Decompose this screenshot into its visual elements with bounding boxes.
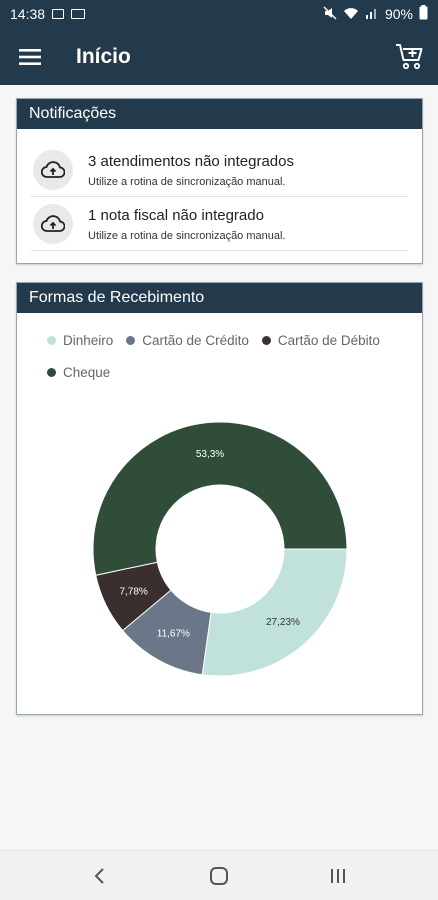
battery-level: 90% [384,6,413,22]
legend-label: Cartão de Débito [277,332,380,348]
legend-label: Cartão de Crédito [142,332,249,348]
donut-slice-0[interactable] [201,548,348,677]
page-title: Início [76,44,131,68]
recents-icon [331,868,346,883]
notification-subtitle: Utilize a rotina de sincronização manual… [88,175,286,188]
receipts-header: Formas de Recebimento [17,283,422,313]
back-chevron-icon [94,867,104,884]
slice-label-1: 11,67% [157,628,190,639]
notifications-header: Notificações [17,99,422,129]
legend-swatch [126,335,136,345]
notification-item[interactable]: 1 nota fiscal não integrado Utilize a ro… [31,197,408,251]
mute-icon [323,6,337,23]
menu-button[interactable] [0,28,60,85]
notification-title: 3 atendimentos não integrados [88,152,294,170]
wifi-icon [343,6,359,23]
cart-add-icon [396,43,423,69]
receipts-card: Formas de Recebimento Dinheiro Cartão de… [16,282,423,715]
cloud-upload-icon [33,203,73,244]
legend-item-cartao-credito[interactable]: Cartão de Crédito [126,331,249,349]
home-icon [209,866,228,885]
legend-swatch [261,335,271,345]
status-bar: 14:38 90% [0,0,438,28]
legend-label: Cheque [63,364,111,380]
gallery-notification-icon [52,9,65,19]
notifications-card: Notificações 3 atendimentos não integrad… [16,98,423,264]
cloud-upload-icon [33,149,73,190]
notification-item[interactable]: 3 atendimentos não integrados Utilize a … [31,143,408,197]
slice-label-0: 27,23% [266,617,300,628]
system-nav-bar [0,850,438,900]
signal-icon [365,6,379,23]
nav-recents-button[interactable] [308,851,368,900]
battery-icon [419,5,428,23]
nav-home-button[interactable] [189,851,249,900]
legend-item-cheque[interactable]: Cheque [47,363,110,381]
app-notification-icon [71,9,86,19]
nav-back-button[interactable] [70,851,130,900]
slice-label-2: 7,78% [119,586,147,597]
donut-chart: 27,23% 11,67% 7,78% 53,3% [92,421,348,677]
hamburger-menu-icon [19,48,41,65]
chart-legend: Dinheiro Cartão de Crédito Cartão de Déb… [47,331,417,381]
donut-slice-3[interactable] [92,421,348,576]
status-time: 14:38 [10,6,46,22]
legend-swatch [47,335,56,345]
legend-swatch [47,367,56,377]
legend-item-dinheiro[interactable]: Dinheiro [47,331,113,349]
legend-item-cartao-debito[interactable]: Cartão de Débito [261,331,380,349]
notification-title: 1 nota fiscal não integrado [88,206,264,224]
notification-subtitle: Utilize a rotina de sincronização manual… [88,229,286,242]
app-bar: Início [0,28,438,85]
slice-label-3: 53,3% [196,449,224,460]
legend-label: Dinheiro [63,332,114,348]
add-to-cart-button[interactable] [382,28,438,85]
